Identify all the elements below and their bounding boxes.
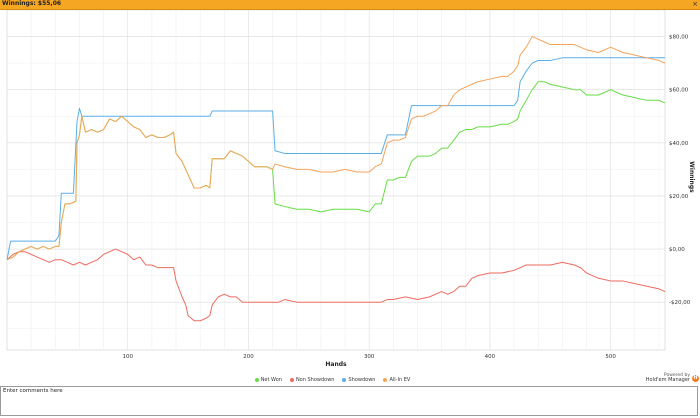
legend-label: Showdown — [348, 377, 376, 383]
window-title: Winnings: $55,06 — [2, 0, 62, 7]
series-line-all-in-ev — [6, 36, 666, 261]
comments-input[interactable]: Enter comments here — [0, 386, 698, 416]
legend-label: Net Won — [260, 377, 282, 383]
x-tick-label: 500 — [605, 354, 616, 360]
y-axis-label: Winnings — [688, 161, 695, 193]
y-tick-label: -$20,00 — [669, 300, 691, 306]
y-tick-label: $0,00 — [669, 247, 685, 253]
legend-item-showdown[interactable]: Showdown — [342, 375, 375, 385]
legend-dot-icon — [289, 377, 294, 382]
x-axis-label: Hands — [325, 361, 347, 368]
series-line-non-showdown — [6, 248, 666, 322]
legend-dot-icon — [383, 377, 388, 382]
x-tick-label: 400 — [485, 354, 496, 360]
series-line-showdown — [6, 57, 665, 260]
title-bar: Winnings: $55,06 × — [0, 0, 700, 10]
branding: Powered by Hold'em Manager H — [645, 373, 699, 383]
legend-item-net-won[interactable]: Net Won — [254, 375, 282, 385]
y-tick-label: $40,00 — [669, 141, 689, 147]
plot-area — [6, 10, 666, 351]
legend-dot-icon — [342, 377, 347, 382]
legend-label: Non Showdown — [295, 377, 335, 383]
grid — [6, 10, 666, 351]
y-tick-label: $20,00 — [669, 194, 689, 200]
close-icon[interactable]: × — [692, 0, 698, 8]
x-tick-label: 200 — [243, 354, 254, 360]
series-layer — [6, 36, 666, 322]
holdem-manager-logo-icon: H — [692, 375, 699, 382]
y-tick-label: $80,00 — [669, 35, 689, 41]
winnings-chart: 100 200 300 400 500 $80,00 $60,00 $40,00 $20,00 $… — [6, 10, 695, 368]
x-tick-label: 300 — [364, 354, 375, 360]
legend-item-non-showdown[interactable]: Non Showdown — [289, 375, 335, 385]
brand-name: Hold'em Manager — [645, 377, 690, 383]
legend-item-all-in-ev[interactable]: All-In EV — [383, 375, 410, 385]
legend-label: All-In EV — [389, 377, 411, 383]
x-tick-label: 100 — [122, 354, 133, 360]
y-tick-label: $60,00 — [669, 88, 689, 94]
legend: Net Won Non Showdown Showdown All-In EV — [0, 375, 665, 385]
legend-dot-icon — [254, 377, 259, 382]
axes: 100 200 300 400 500 $80,00 $60,00 $40,00 $20,00 $… — [122, 35, 695, 368]
powered-by-label: Powered by — [663, 373, 690, 378]
